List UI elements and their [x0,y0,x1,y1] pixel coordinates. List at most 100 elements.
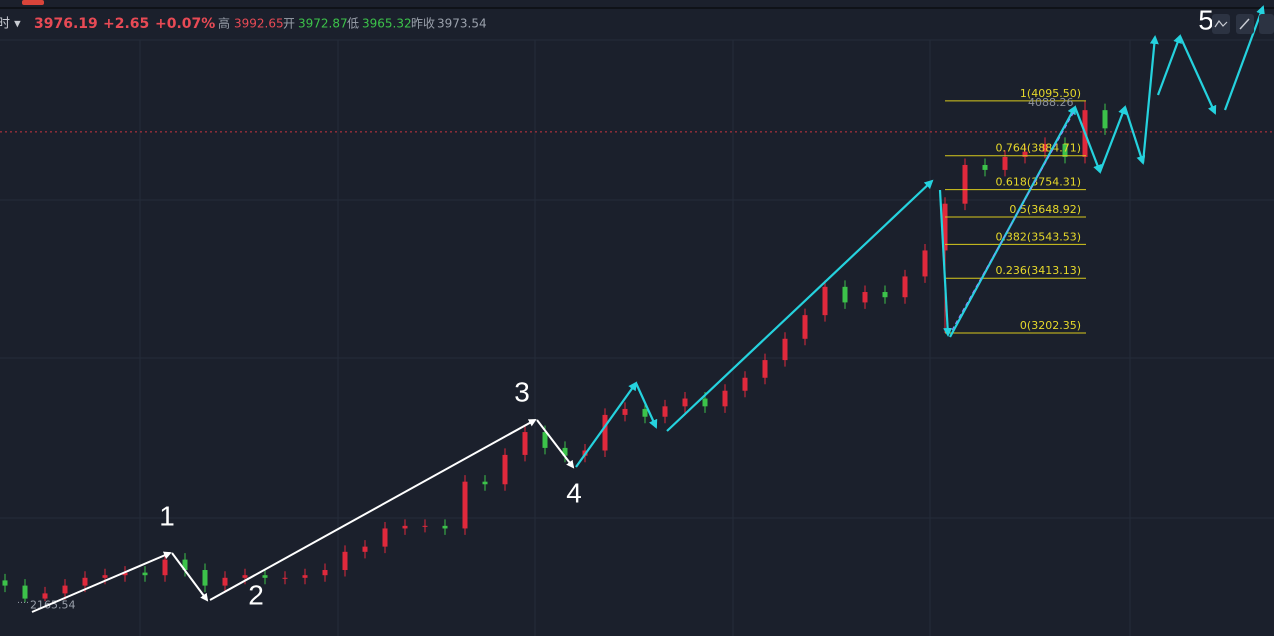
open: 3972.87 [298,17,348,31]
candle-body [102,575,108,578]
fib-label: 0.5(3648.92) [1009,203,1081,216]
prev-close-label: 昨收 [411,17,435,31]
candle-body [782,338,788,361]
fib-label: 0.764(3884.71) [995,142,1081,155]
candle-body [622,408,628,415]
wave-arrow [949,105,1076,338]
candle-body [942,203,948,251]
candle-body [182,559,188,571]
candle-body [142,572,148,576]
candle-body [1022,151,1028,157]
candle-body [842,286,848,303]
wave-arrow [666,179,934,432]
candle-body [342,551,348,571]
candle-body [202,570,208,586]
candle-body [802,315,808,339]
candle-body [602,414,608,451]
candle-body [42,593,48,599]
fib-label: 0.618(3754.31) [995,176,1081,189]
candle-body [562,447,568,456]
candle-body [242,575,248,578]
wave-label: 2 [248,579,264,610]
candle-body [322,570,328,576]
max-label: 4088.26 [1028,96,1074,109]
grid [0,39,1274,636]
high: 3992.65 [234,17,284,31]
candle-body [362,546,368,552]
candle-body [862,292,868,303]
trend-line [951,109,1076,331]
change: +2.65 [103,16,149,32]
candle-body [162,559,168,576]
candle-body [522,432,528,455]
prev-close: 3973.54 [437,17,487,31]
candle-body [302,575,308,578]
candle-body [682,398,688,407]
candle-body [462,481,468,529]
candle-body [382,528,388,547]
low-label: 低 [347,17,359,31]
candle-body [442,525,448,529]
fib-label: 0.236(3413.13) [995,264,1081,277]
quote-header: 时 ▾ 3976.19 +2.65 +0.07% 高 3992.65 开 397… [0,16,487,33]
wave-label: 4 [566,477,582,508]
wave-arrow [938,189,953,337]
wave-arrow [171,552,209,602]
candle-body [762,360,768,378]
chart-icon [1214,19,1228,28]
candle-body [422,525,428,527]
change-pct: +0.07% [155,16,215,32]
candle-body [642,408,648,417]
wave-arrow [1156,34,1182,96]
wave-arrow [1223,5,1265,111]
candle-body [662,406,668,417]
wave-arrow [1123,106,1146,165]
fib-label: 0(3202.35) [1020,319,1081,332]
wave-label: 5 [1198,4,1214,35]
candle-body [962,164,968,204]
last-price: 3976.19 [34,16,98,32]
wave-arrow [209,419,537,601]
candle-body [62,585,68,594]
wave-arrow [1073,106,1102,174]
candle-body [122,572,128,576]
wave-arrow [575,381,638,468]
wave-arrows [31,5,1265,613]
fib-label: 1(4095.50) [1020,87,1081,100]
candle-body [922,250,928,277]
candle-body [542,432,548,448]
high-label: 高 [218,16,230,31]
open-label: 开 [283,17,295,31]
candle-body [1102,110,1108,129]
toolbar [1212,14,1274,34]
candle-body [902,276,908,298]
wave-label: 1 [159,500,175,531]
wave-labels: 1 2 3 4 5 [159,4,1214,610]
candle-body [502,454,508,485]
candle-body [282,577,288,579]
wave-arrow [1141,35,1159,164]
candle-body [1042,143,1048,152]
candle-body [482,481,488,485]
candle-body [1002,156,1008,170]
candle-body [82,577,88,586]
wave-arrow [536,419,575,469]
low: 3965.32 [362,17,412,31]
candle-body [402,525,408,529]
pencil-icon [1239,18,1250,30]
candle-body [22,585,28,599]
tool-button[interactable] [1259,14,1274,34]
candle-body [882,292,888,298]
wave-arrow [1178,35,1217,115]
candle-body [222,577,228,586]
candle-body [722,390,728,407]
wave-arrow [1098,105,1127,173]
tab-badge[interactable] [22,0,44,5]
period-select[interactable]: 时 ▾ [0,17,21,32]
candle-body [262,575,268,578]
candle-body [822,286,828,316]
candle-body [702,398,708,407]
candle-body [982,164,988,170]
